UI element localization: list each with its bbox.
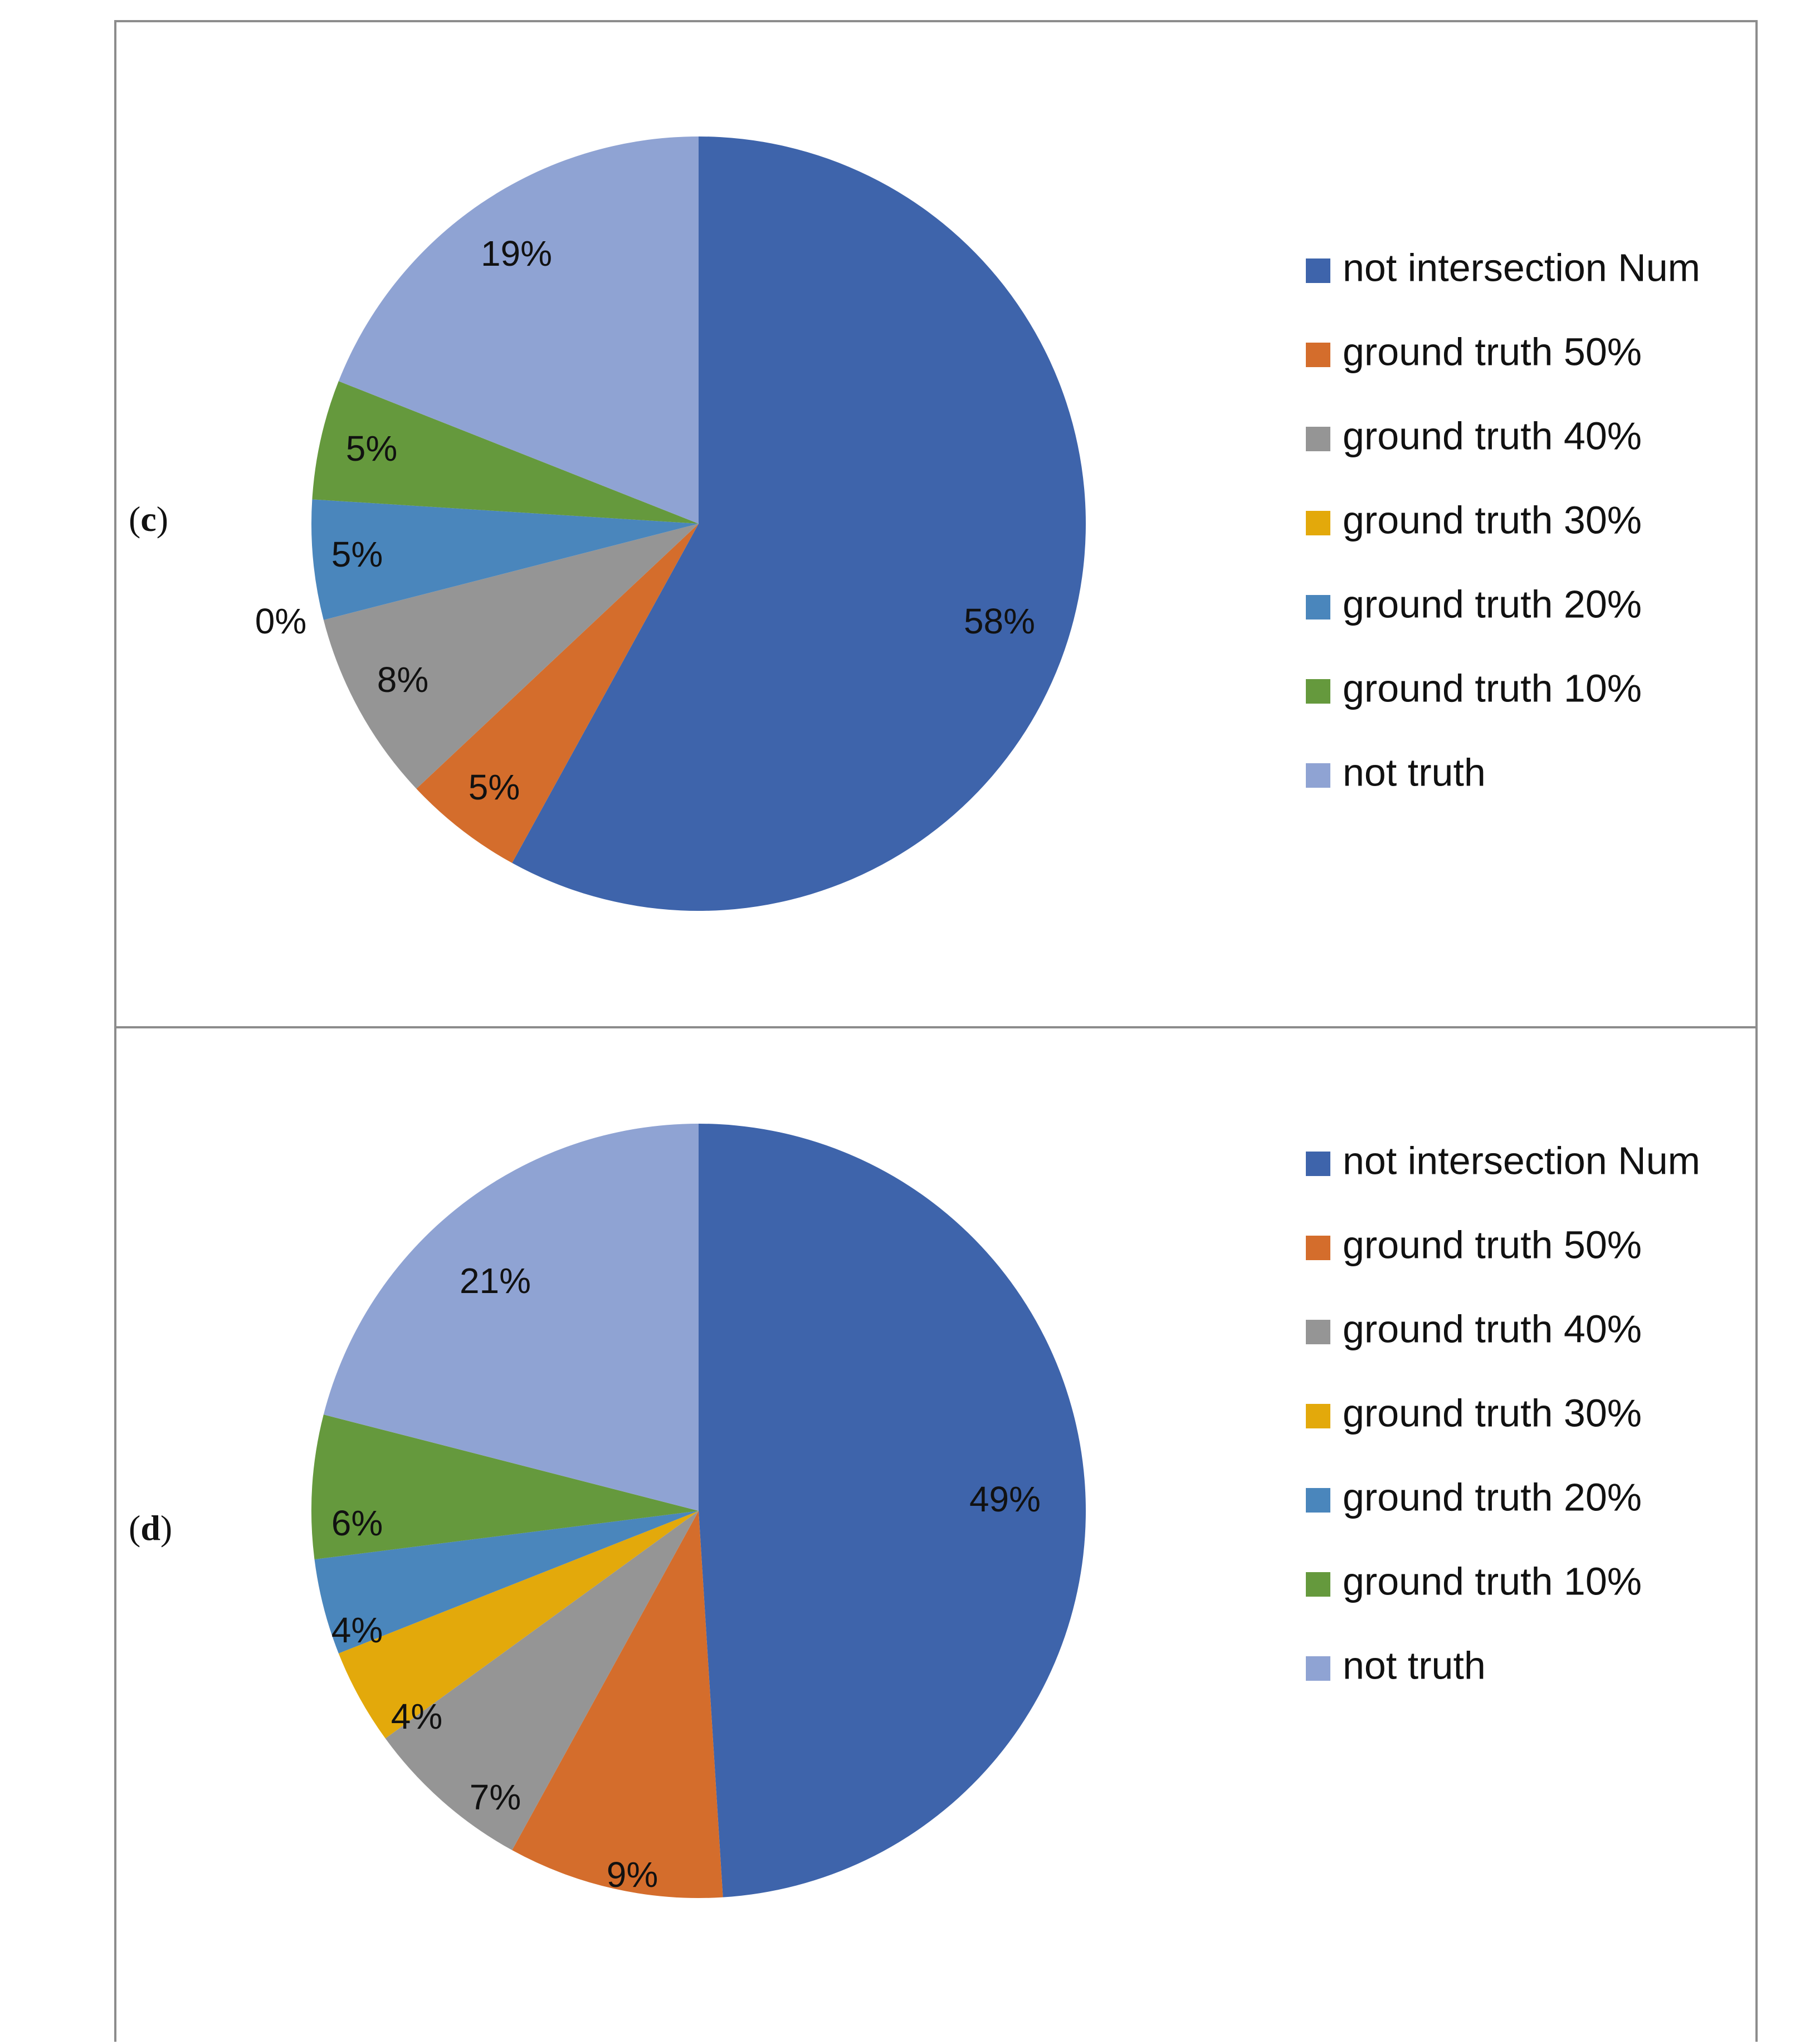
legend-swatch-4 — [1306, 511, 1330, 535]
data-label-2: 5% — [469, 767, 520, 807]
legend-label-7: not truth — [1343, 750, 1486, 794]
legend-swatch-6 — [1306, 679, 1330, 704]
legend-label-6: ground truth 10% — [1343, 666, 1642, 710]
pie-slice-5 — [314, 1511, 699, 1653]
legend-label-3: ground truth 40% — [1343, 1307, 1642, 1350]
data-label-3: 8% — [377, 660, 429, 700]
legend-label-4: ground truth 30% — [1343, 1391, 1642, 1435]
pie-slice-3 — [323, 524, 699, 789]
legend-swatch-7 — [1306, 763, 1330, 788]
data-label-2: 9% — [607, 1855, 658, 1895]
pie-slice-5 — [311, 499, 699, 620]
data-label-4: 4% — [391, 1696, 443, 1736]
data-label-1: 58% — [964, 601, 1035, 641]
data-label-7: 19% — [481, 233, 552, 274]
legend-label-3: ground truth 40% — [1343, 414, 1642, 457]
pie-slice-6 — [311, 1414, 699, 1560]
legend-label-6: ground truth 10% — [1343, 1559, 1642, 1603]
pie-slice-7 — [323, 1124, 699, 1511]
legend-swatch-3 — [1306, 427, 1330, 451]
legend-label-2: ground truth 50% — [1343, 330, 1642, 373]
legend-swatch-1 — [1306, 1152, 1330, 1176]
pie-slice-1 — [699, 1124, 1086, 1897]
pie-slice-2 — [512, 1511, 723, 1898]
data-label-7: 21% — [460, 1261, 531, 1301]
data-label-4: 0% — [255, 601, 307, 641]
legend-swatch-5 — [1306, 1488, 1330, 1513]
data-label-5: 5% — [331, 534, 383, 574]
legend-swatch-4 — [1306, 1404, 1330, 1428]
pie-slice-4 — [338, 1511, 699, 1739]
pie-slice-6 — [312, 381, 699, 524]
pie-chart-c: 58% 5% 8% 0% 5% 5% 19% not intersection Num grou… — [255, 136, 1700, 911]
legend-label-2: ground truth 50% — [1343, 1223, 1642, 1266]
pie-slice-2 — [416, 524, 699, 864]
legend-swatch-7 — [1306, 1656, 1330, 1681]
pie-slice-3 — [385, 1511, 699, 1851]
legend-label-1: not intersection Num — [1343, 246, 1700, 289]
legend-label-1: not intersection Num — [1343, 1139, 1700, 1182]
data-label-6: 6% — [331, 1503, 383, 1543]
legend-label-7: not truth — [1343, 1643, 1486, 1687]
panel-d: (d) 49% 9% 7% 4% 4% 6% 21% not intersection Num… — [114, 1026, 1758, 2042]
legend-label-4: ground truth 30% — [1343, 498, 1642, 542]
panel-label-c: (c) — [129, 499, 169, 539]
legend-swatch-5 — [1306, 595, 1330, 619]
legend-swatch-6 — [1306, 1572, 1330, 1597]
data-label-5: 4% — [331, 1610, 383, 1650]
pie-slice-7 — [338, 136, 699, 524]
legend-label-5: ground truth 20% — [1343, 582, 1642, 626]
pie-slice-1 — [512, 136, 1086, 911]
legend-swatch-1 — [1306, 258, 1330, 283]
data-label-3: 7% — [470, 1777, 521, 1817]
legend-swatch-2 — [1306, 1236, 1330, 1260]
legend-swatch-2 — [1306, 343, 1330, 367]
panel-label-d: (d) — [129, 1508, 173, 1548]
panel-c: (c) 58% 5% 8% 0% 5% 5% 19% not intersection Num… — [114, 20, 1758, 1028]
data-label-1: 49% — [969, 1479, 1041, 1519]
legend-label-5: ground truth 20% — [1343, 1475, 1642, 1519]
data-label-6: 5% — [346, 428, 398, 469]
legend-swatch-3 — [1306, 1320, 1330, 1344]
pie-chart-d: 49% 9% 7% 4% 4% 6% 21% not intersection Num grou… — [311, 1124, 1700, 1898]
